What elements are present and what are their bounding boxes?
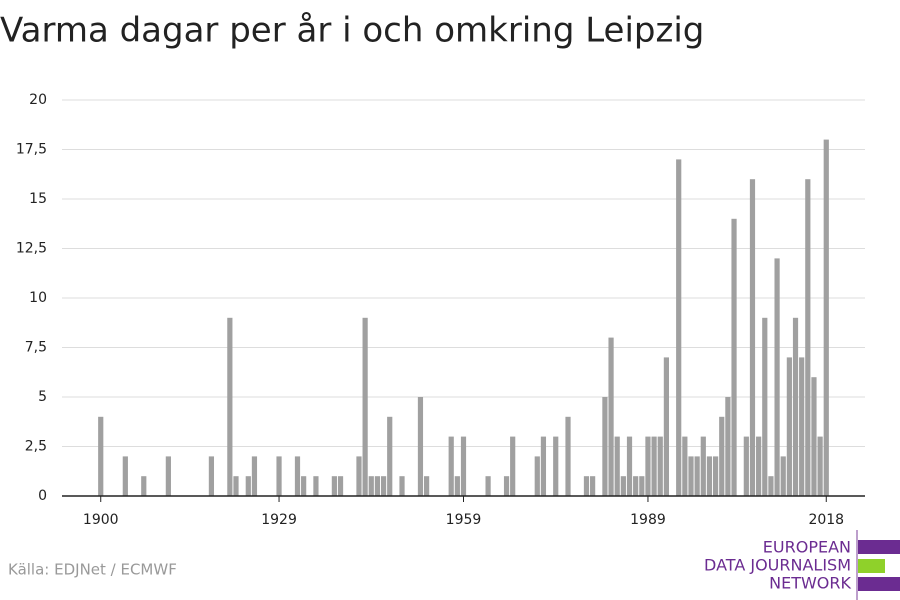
- bar: [460, 436, 467, 496]
- bar: [762, 317, 768, 496]
- bar: [141, 476, 147, 496]
- bar: [792, 317, 799, 496]
- bar: [368, 476, 374, 496]
- y-tick-label: 12,5: [16, 241, 47, 257]
- bar: [510, 436, 516, 496]
- bar: [454, 476, 460, 496]
- logo-bar: [858, 540, 900, 554]
- bar: [313, 476, 319, 496]
- bar: [122, 456, 128, 496]
- bar: [614, 436, 620, 496]
- y-tick-label: 15: [29, 191, 47, 207]
- bar: [620, 476, 626, 496]
- bar: [780, 456, 786, 496]
- bar: [651, 436, 657, 496]
- bar: [626, 436, 633, 496]
- y-tick-label: 20: [29, 92, 47, 108]
- bar: [817, 436, 823, 496]
- bar: [485, 476, 491, 496]
- bar: [374, 476, 381, 496]
- bar: [633, 476, 639, 496]
- bar: [503, 476, 510, 496]
- bar: [245, 476, 251, 496]
- y-tick-label: 7,5: [25, 340, 47, 356]
- bar: [165, 456, 171, 496]
- bar: [602, 397, 608, 496]
- bar: [387, 416, 393, 496]
- bar: [294, 456, 301, 496]
- logo-text: DATA JOURNALISM: [704, 556, 851, 575]
- bar: [657, 436, 663, 496]
- bar: [233, 476, 239, 496]
- bar: [663, 357, 670, 496]
- bar: [676, 159, 682, 496]
- logo-bar: [858, 559, 885, 573]
- bar: [227, 317, 233, 496]
- bar: [356, 456, 362, 496]
- bar: [424, 476, 430, 496]
- bar: [823, 139, 829, 496]
- bar: [534, 456, 540, 496]
- bar: [583, 476, 590, 496]
- bar: [725, 397, 731, 496]
- logo-text: NETWORK: [769, 574, 851, 593]
- bar: [362, 317, 368, 496]
- bar: [756, 436, 762, 496]
- bar: [688, 456, 694, 496]
- bar: [682, 436, 688, 496]
- bar: [731, 218, 737, 497]
- bar: [749, 179, 756, 496]
- x-tick-label: 1959: [446, 512, 482, 528]
- bar: [608, 337, 614, 496]
- bar: [694, 456, 700, 496]
- y-tick-label: 17,5: [16, 142, 47, 158]
- bar: [712, 456, 719, 496]
- bar: [645, 436, 651, 496]
- bar: [774, 258, 780, 496]
- bar: [786, 357, 792, 496]
- bar: [251, 456, 258, 496]
- bar: [706, 456, 713, 496]
- bar: [98, 416, 104, 496]
- x-tick-label: 1900: [83, 512, 119, 528]
- logo-bar: [858, 577, 900, 591]
- source: Källa: EDJNet / ECMWF: [8, 561, 177, 579]
- x-tick-label: 1929: [261, 512, 297, 528]
- logo-text: EUROPEAN: [763, 538, 851, 557]
- y-tick-label: 10: [29, 290, 47, 306]
- bar: [337, 476, 344, 496]
- bar: [276, 456, 282, 496]
- y-tick-label: 5: [38, 389, 47, 405]
- chart-title: Varma dagar per år i och omkring Leipzig: [0, 11, 704, 51]
- y-tick-label: 2,5: [25, 439, 47, 455]
- bar: [743, 436, 749, 496]
- bar: [805, 179, 811, 496]
- bar: [719, 416, 725, 496]
- bar: [331, 476, 337, 496]
- bar: [417, 397, 424, 496]
- bar: [399, 476, 405, 496]
- bar: [540, 436, 547, 496]
- bar: [380, 476, 387, 496]
- x-tick-label: 1989: [630, 512, 666, 528]
- y-tick-label: 0: [38, 488, 47, 504]
- bar: [208, 456, 215, 496]
- bar: [811, 377, 817, 496]
- bar: [799, 357, 805, 496]
- bar: [301, 476, 307, 496]
- bar: [590, 476, 596, 496]
- x-tick-label: 2018: [808, 512, 844, 528]
- bar: [565, 416, 571, 496]
- bar: [448, 436, 454, 496]
- bar: [768, 476, 774, 496]
- bar: [553, 436, 559, 496]
- bar: [639, 476, 645, 496]
- bar: [700, 436, 706, 496]
